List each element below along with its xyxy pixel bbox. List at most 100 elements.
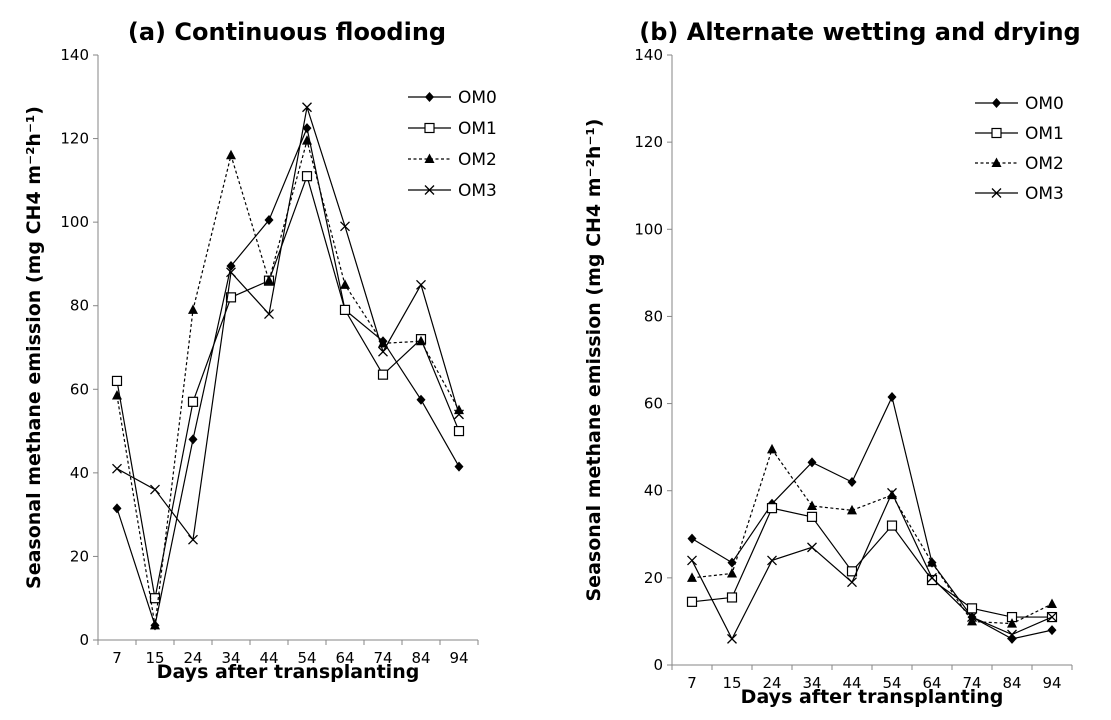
legend-label: OM1 xyxy=(458,119,497,139)
data-point xyxy=(340,279,350,289)
series-om0 xyxy=(687,392,1057,644)
data-point xyxy=(416,335,426,346)
data-point xyxy=(416,279,426,290)
x-axis-title: Days after transplanting xyxy=(157,661,420,683)
x-tick-label: 44 xyxy=(842,674,861,692)
x-tick-label: 84 xyxy=(411,649,430,667)
y-tick-label: 60 xyxy=(644,395,663,413)
data-point xyxy=(967,612,977,623)
y-axis-title: Seasonal methane emission (mg CH4 m⁻²h⁻¹… xyxy=(583,119,605,602)
x-tick-label: 54 xyxy=(882,674,901,692)
legend-marker xyxy=(424,185,435,195)
data-point xyxy=(1007,629,1017,640)
data-point xyxy=(967,615,977,626)
y-tick-label: 20 xyxy=(70,547,89,565)
legend-label: OM3 xyxy=(458,181,497,201)
y-tick-label: 40 xyxy=(70,464,89,482)
x-tick-label: 15 xyxy=(722,674,741,692)
legend-label: OM2 xyxy=(1025,154,1064,174)
series-om2 xyxy=(687,443,1057,628)
data-point xyxy=(806,511,818,522)
data-point xyxy=(847,577,857,588)
data-point xyxy=(807,457,817,468)
data-point xyxy=(112,503,122,514)
data-point xyxy=(150,484,160,495)
y-tick-label: 80 xyxy=(70,297,89,315)
series-line-om0 xyxy=(691,395,1053,640)
legend-label: OM0 xyxy=(458,88,497,108)
series-om0 xyxy=(112,123,464,631)
x-axis-title: Days after transplanting xyxy=(741,686,1004,708)
data-point xyxy=(453,425,465,437)
y-tick-label: 80 xyxy=(644,307,663,325)
x-tick-label: 84 xyxy=(1002,674,1021,692)
data-point xyxy=(727,568,737,578)
data-point xyxy=(727,633,737,644)
legend-label: OM0 xyxy=(1025,94,1064,114)
data-point xyxy=(264,309,274,320)
data-point xyxy=(226,267,236,278)
legend: OM0 OM1 OM2 OM3 xyxy=(408,88,497,201)
y-tick-label: 140 xyxy=(634,46,663,64)
legend-label: OM3 xyxy=(1025,184,1064,204)
x-tick-label: 74 xyxy=(373,649,392,667)
series-line-om3 xyxy=(116,107,460,542)
legend-marker xyxy=(424,153,435,163)
data-point xyxy=(340,221,350,232)
y-tick-label: 100 xyxy=(60,213,89,231)
x-tick-label: 64 xyxy=(335,649,354,667)
data-point xyxy=(378,346,388,357)
x-tick-label: 74 xyxy=(962,674,981,692)
data-point xyxy=(150,619,160,630)
series-line-om1 xyxy=(116,174,460,599)
data-point xyxy=(927,572,937,583)
y-tick-label: 20 xyxy=(644,569,663,587)
data-point xyxy=(187,396,199,407)
series-om3 xyxy=(112,102,464,545)
x-tick-label: 34 xyxy=(221,649,240,667)
y-tick-label: 120 xyxy=(634,133,663,151)
data-point xyxy=(887,487,897,498)
data-point xyxy=(687,533,697,544)
data-point xyxy=(112,390,122,400)
chart-panel-b: (b) Alternate wetting and drying 0 20 40 60 8… xyxy=(583,18,1081,708)
data-point xyxy=(112,463,122,474)
data-point xyxy=(926,574,938,586)
data-point xyxy=(339,304,351,315)
data-point xyxy=(264,275,274,285)
legend-marker xyxy=(991,157,1002,167)
legend-marker xyxy=(991,127,1002,139)
x-tick-label: 15 xyxy=(145,649,164,667)
data-point xyxy=(188,304,198,314)
x-tick-label: 24 xyxy=(762,674,781,692)
data-point xyxy=(225,292,237,303)
data-point xyxy=(966,603,978,614)
x-tick-label: 44 xyxy=(259,649,278,667)
x-tick-label: 94 xyxy=(1042,674,1061,692)
y-tick-label: 120 xyxy=(60,130,89,148)
data-point xyxy=(686,596,698,607)
data-point xyxy=(767,443,777,454)
data-point xyxy=(847,477,857,487)
series-line-om3 xyxy=(691,491,1053,641)
data-point xyxy=(766,503,778,514)
series-om1 xyxy=(686,503,1058,623)
data-point xyxy=(1047,612,1057,623)
chart-title: (a) Continuous flooding xyxy=(128,18,446,46)
x-tick-label: 7 xyxy=(687,674,697,692)
data-point xyxy=(301,171,313,182)
data-point xyxy=(726,592,738,603)
data-point xyxy=(807,542,817,553)
legend-marker xyxy=(424,122,435,134)
data-point xyxy=(111,375,123,387)
y-tick-label: 100 xyxy=(634,220,663,238)
x-tick-label: 54 xyxy=(297,649,316,667)
data-point xyxy=(1007,618,1017,628)
data-point xyxy=(226,149,236,160)
y-tick-label: 40 xyxy=(644,482,663,500)
data-point xyxy=(226,261,236,272)
data-point xyxy=(377,369,389,380)
legend-label: OM2 xyxy=(458,150,497,170)
data-point xyxy=(302,102,312,113)
legend-marker xyxy=(425,92,434,102)
